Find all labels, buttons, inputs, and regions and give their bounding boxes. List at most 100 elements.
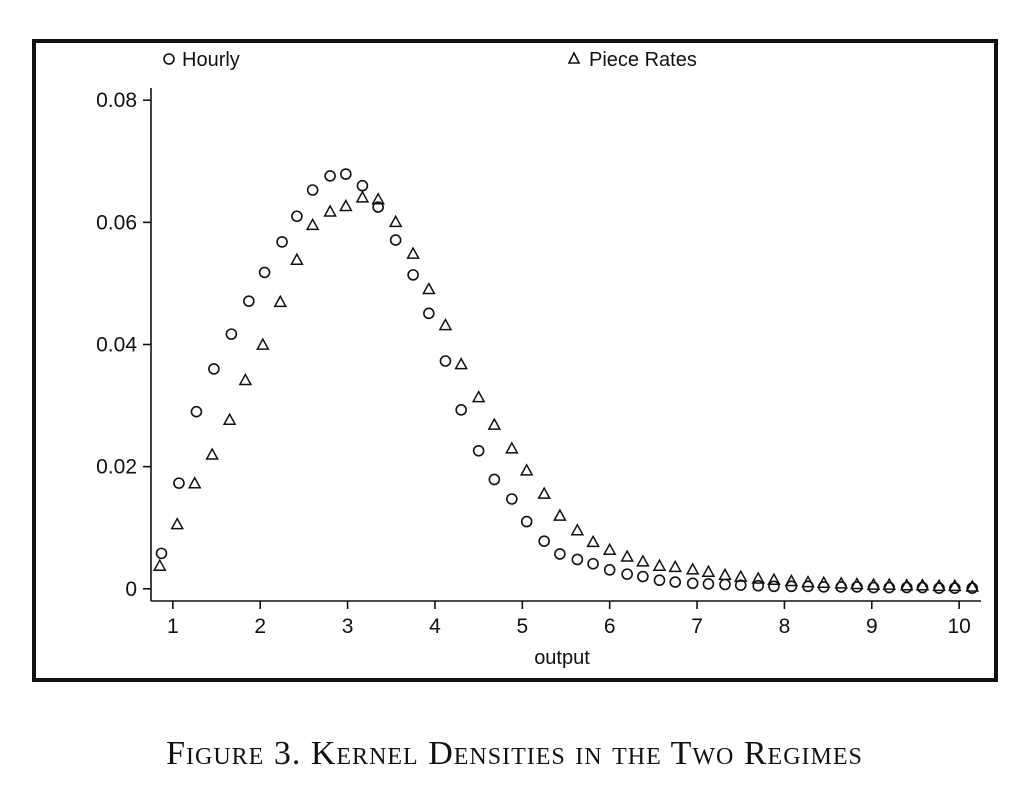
- data-point-piece-rates: [323, 204, 337, 217]
- data-point-piece-rates: [932, 578, 946, 592]
- data-point-hourly: [472, 444, 485, 457]
- data-point-hourly: [423, 307, 435, 320]
- data-point-hourly: [340, 168, 352, 180]
- axes: [150, 88, 981, 602]
- x-tick-label: 4: [429, 615, 441, 638]
- data-point-piece-rates: [273, 294, 288, 308]
- data-point-piece-rates: [519, 463, 534, 476]
- data-point-hourly: [571, 553, 584, 566]
- data-point-hourly: [155, 547, 168, 560]
- data-point-hourly: [389, 234, 402, 246]
- data-point-piece-rates: [570, 523, 585, 536]
- y-tick-label: 0.08: [96, 89, 137, 112]
- data-point-hourly: [669, 576, 682, 588]
- data-point-hourly: [538, 535, 550, 547]
- data-point-hourly: [603, 564, 616, 576]
- data-point-piece-rates: [784, 573, 799, 587]
- x-tick-label: 6: [604, 615, 616, 638]
- data-point-hourly: [488, 473, 501, 486]
- data-point-piece-rates: [850, 576, 864, 590]
- data-point-hourly: [686, 577, 699, 590]
- data-point-piece-rates: [866, 577, 881, 590]
- data-point-piece-rates: [371, 192, 385, 205]
- data-point-piece-rates: [290, 252, 304, 265]
- data-point-piece-rates: [152, 558, 167, 571]
- legend-label-piece-rates: Piece Rates: [589, 49, 697, 71]
- data-point-piece-rates: [636, 554, 650, 567]
- data-point-hourly: [190, 405, 203, 418]
- y-tick-label: 0: [125, 578, 137, 601]
- data-point-piece-rates: [205, 447, 219, 460]
- legend-label-hourly: Hourly: [182, 49, 240, 71]
- data-point-piece-rates: [801, 575, 815, 588]
- data-point-piece-rates: [422, 281, 436, 295]
- data-point-piece-rates: [553, 508, 567, 521]
- data-point-piece-rates: [652, 558, 667, 571]
- y-tick-label: 0.06: [96, 211, 137, 234]
- data-point-piece-rates: [899, 578, 914, 591]
- data-point-piece-rates: [620, 549, 634, 562]
- data-point-piece-rates: [339, 198, 353, 212]
- data-point-hourly: [372, 201, 384, 213]
- data-point-hourly: [653, 574, 666, 587]
- data-point-piece-rates: [438, 318, 453, 331]
- data-point-hourly: [455, 404, 467, 416]
- data-point-hourly: [276, 236, 288, 248]
- x-tick-label: 8: [779, 615, 791, 638]
- data-point-hourly: [768, 580, 780, 593]
- data-point-piece-rates: [305, 217, 320, 231]
- legend: Hourly Piece Rates: [163, 49, 697, 71]
- data-point-hourly: [258, 266, 271, 279]
- x-tick-label: 5: [516, 615, 528, 638]
- x-tick-label: 9: [866, 615, 878, 638]
- data-point-hourly: [966, 582, 979, 594]
- x-tick-label: 10: [947, 615, 970, 638]
- data-point-piece-rates: [816, 575, 831, 589]
- data-point-piece-rates: [586, 534, 600, 548]
- data-point-hourly: [785, 580, 798, 593]
- x-tick-label: 2: [254, 615, 266, 638]
- data-point-hourly: [225, 328, 238, 340]
- y-tick-label: 0.04: [96, 334, 137, 357]
- data-point-piece-rates: [388, 214, 403, 228]
- data-point-hourly: [324, 170, 336, 182]
- data-point-piece-rates: [915, 578, 930, 591]
- chart-frame: 0 0.02 0.04 0.06 0.08 1 2 3 4 5 6 7 8 9 10 Hourly Piec…: [32, 39, 998, 682]
- data-point-hourly: [621, 568, 633, 580]
- data-point-piece-rates: [454, 357, 468, 370]
- data-point-piece-rates: [685, 562, 700, 575]
- x-tick-label: 3: [342, 615, 354, 638]
- data-point-piece-rates: [256, 337, 270, 350]
- data-point-hourly: [208, 363, 220, 375]
- legend-marker-piece-rates: [567, 51, 581, 64]
- data-point-piece-rates: [487, 417, 502, 430]
- data-points: [152, 168, 980, 594]
- x-tick-label: 7: [691, 615, 703, 638]
- data-point-piece-rates: [834, 576, 848, 589]
- data-point-piece-rates: [355, 190, 370, 203]
- data-point-hourly: [752, 579, 765, 592]
- data-point-hourly: [506, 493, 518, 505]
- data-point-piece-rates: [751, 571, 765, 584]
- data-point-hourly: [734, 579, 747, 591]
- x-axis-title: output: [534, 647, 590, 669]
- kernel-density-chart: 0 0.02 0.04 0.06 0.08 1 2 3 4 5 6 7 8 9 10 Hourly Piec…: [96, 49, 981, 669]
- data-point-piece-rates: [406, 246, 420, 259]
- data-point-hourly: [407, 269, 419, 281]
- data-point-hourly: [719, 578, 731, 591]
- data-point-hourly: [291, 210, 303, 223]
- ticks: 0 0.02 0.04 0.06 0.08 1 2 3 4 5 6 7 8 9 10: [96, 89, 971, 638]
- x-tick-label: 1: [167, 615, 179, 638]
- data-point-hourly: [554, 548, 566, 560]
- data-point-hourly: [243, 295, 255, 307]
- data-point-piece-rates: [471, 390, 486, 403]
- data-point-piece-rates: [537, 486, 551, 499]
- data-point-piece-rates: [222, 412, 237, 425]
- data-point-piece-rates: [948, 578, 962, 592]
- data-point-piece-rates: [170, 517, 184, 530]
- legend-marker-hourly: [163, 53, 175, 65]
- data-point-piece-rates: [701, 564, 716, 578]
- figure-caption: Figure 3. Kernel Densities in the Two Re…: [166, 735, 863, 772]
- data-point-hourly: [520, 515, 533, 528]
- data-point-hourly: [587, 557, 599, 570]
